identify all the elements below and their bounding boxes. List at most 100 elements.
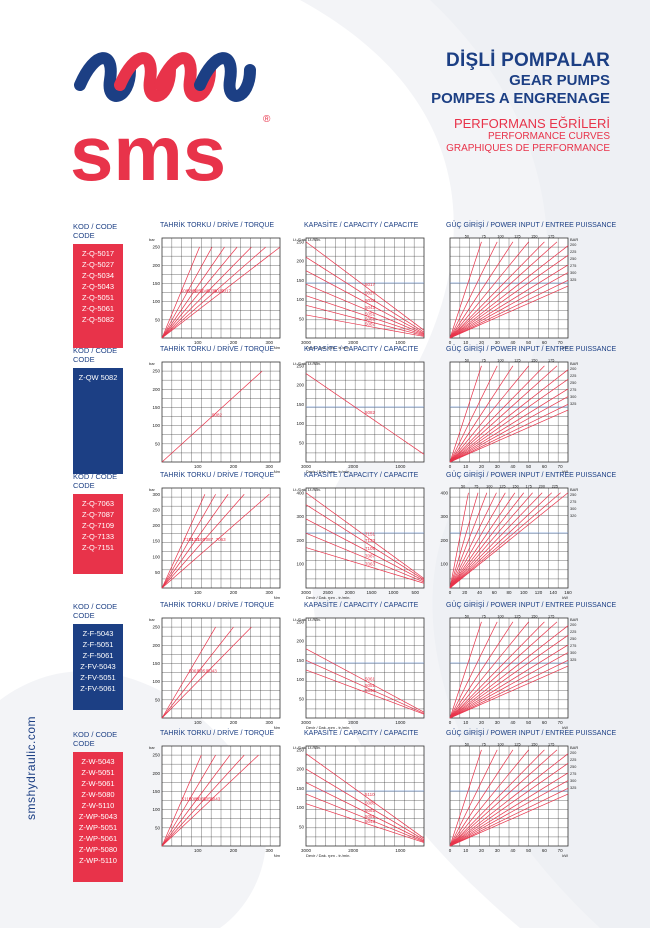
pump-code: Z-FV-5051 [80, 673, 116, 682]
y-tick-label: 150 [152, 789, 160, 794]
x-tick-label: 1000 [395, 464, 406, 469]
series-line [449, 492, 543, 589]
series-label: 5043 [365, 819, 376, 824]
y-axis-label: BAR [570, 361, 578, 366]
y-tick-label: 100 [152, 554, 160, 559]
series-line [449, 241, 498, 339]
x-tick-label: 40 [510, 340, 516, 345]
x-tick-label: 10 [463, 464, 469, 469]
series-line [449, 365, 529, 463]
x-axis-label: kW [562, 853, 568, 858]
col-head-capacity: KAPASİTE / CAPACITY / CAPACITE [304, 346, 419, 353]
code-label: KOD / CODE CODE [73, 346, 143, 364]
series-label: 7109 [365, 546, 376, 551]
y-tick-label: 300 [440, 514, 448, 519]
chart-power: 0 10 20 30 40 50 60 70 50 75 100 125 150 175 200 225 250… [449, 235, 579, 351]
x-tick-label: 60 [542, 464, 548, 469]
top-tick-label: 75 [482, 235, 486, 239]
y-tick-label: 150 [296, 658, 304, 663]
x-tick-label: 100 [520, 590, 528, 595]
series-line [449, 241, 482, 339]
code-label-line1: KOD / CODE [73, 602, 118, 611]
y-tick-label: 50 [155, 697, 161, 702]
top-tick-label: 175 [548, 359, 554, 363]
y-tick-label: 400 [440, 490, 448, 495]
series-line [449, 492, 553, 589]
y-tick-label: 150 [152, 661, 160, 666]
top-tick-label: 50 [461, 485, 465, 489]
x-tick-label: 0 [449, 464, 452, 469]
pump-section-s1: KOD / CODE CODE Z-Q-5017 Z-Q-5027 Z-Q-5034 Z-… [0, 222, 650, 350]
series-line [449, 365, 482, 463]
pump-code: Z-Q-5017 [81, 249, 115, 258]
x-axis-label: kW [562, 725, 568, 730]
series-label: 5061 [365, 677, 376, 682]
series-label: 7133 [189, 537, 200, 542]
registered-mark: ® [263, 114, 271, 125]
top-tick-label: 75 [482, 359, 486, 363]
y-tick-label: 150 [152, 539, 160, 544]
series-label: 5017 [365, 282, 376, 287]
y-axis-label: Lt./Dak. Lt./Min. [293, 237, 321, 242]
series-label: 5051 [198, 669, 209, 674]
x-tick-label: 100 [194, 848, 202, 853]
series-line [161, 246, 238, 339]
series-line [449, 492, 525, 589]
series-label: 5082 [365, 410, 376, 415]
series-label: 5043 [365, 305, 376, 310]
series-line [449, 644, 569, 719]
series-label: 5061 [196, 797, 207, 802]
y-tick-label: 300 [296, 514, 304, 519]
x-tick-label: 200 [230, 720, 238, 725]
code-label: KOD / CODE CODE [73, 602, 143, 620]
right-tick-label: 300 [570, 779, 576, 783]
y-tick-label: 200 [152, 263, 160, 268]
series-line [449, 659, 569, 719]
pump-code: Z-WP-5080 [78, 845, 118, 854]
y-axis-label: BAR [570, 745, 578, 750]
series-line [449, 492, 533, 589]
series-line [305, 782, 425, 842]
x-axis-label: Devir / Dak. rpm - tr./min. [306, 853, 350, 858]
y-tick-label: 100 [296, 677, 304, 682]
x-axis-label: Nm [274, 345, 281, 350]
series-label: 5043 [207, 669, 218, 674]
y-tick-label: 50 [155, 825, 161, 830]
sms-logo: sms ® [70, 52, 271, 197]
series-line [449, 241, 558, 339]
top-tick-label: 150 [531, 359, 537, 363]
series-line [449, 369, 569, 463]
col-head-capacity: KAPASİTE / CAPACITY / CAPACITE [304, 730, 419, 737]
series-line [449, 241, 514, 339]
pump-code: Z-Q-7087 [81, 510, 115, 519]
series-line [449, 255, 569, 339]
series-line [305, 768, 425, 841]
series-line [449, 753, 569, 847]
y-tick-label: 250 [296, 363, 304, 368]
series-label: 5082 [365, 322, 376, 327]
series-line [161, 494, 229, 589]
y-tick-label: 200 [152, 771, 160, 776]
series-label: 5051 [365, 311, 376, 316]
x-tick-label: 30 [495, 340, 501, 345]
x-tick-label: 100 [194, 464, 202, 469]
pump-section-s4: KOD / CODE CODE Z-F-5043 Z-F-5051 Z-F-5061 Z-… [0, 602, 650, 730]
pump-code: Z-WP-5043 [78, 812, 118, 821]
series-line [449, 241, 545, 339]
series-line [161, 246, 266, 339]
series-line [305, 532, 425, 583]
series-line [449, 279, 569, 339]
series-line [161, 754, 259, 847]
col-head-capacity: KAPASİTE / CAPACITY / CAPACITE [304, 222, 419, 229]
chart-power: 0 10 20 30 40 50 60 70 50 75 100 125 150 175 200 225 250… [449, 359, 579, 475]
series-label: 5043 [210, 797, 221, 802]
top-tick-label: 75 [482, 743, 486, 747]
code-label-line2: CODE [73, 739, 95, 748]
pump-code: Z-F-5061 [82, 651, 114, 660]
series-label: 7087 [203, 537, 214, 542]
series-line [449, 396, 569, 463]
series-line [161, 494, 216, 589]
series-line [449, 625, 569, 719]
